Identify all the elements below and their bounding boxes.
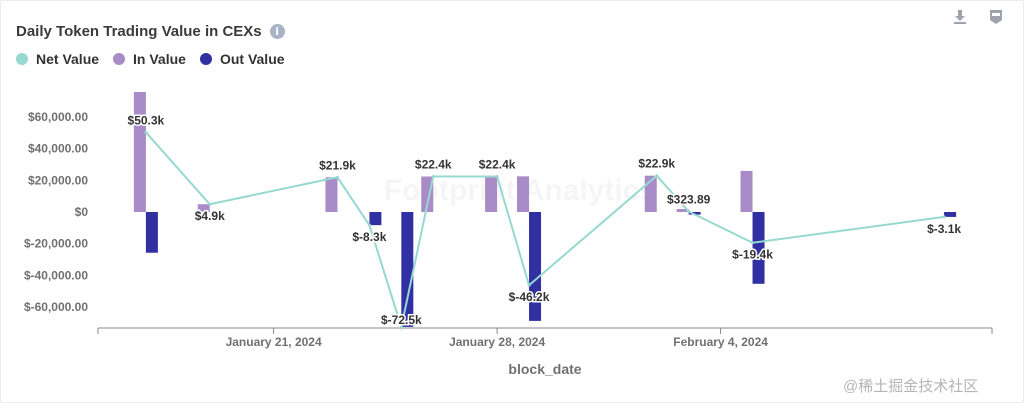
watermark-text: @稀土掘金技术社区 [843,378,979,395]
download-icon[interactable] [951,8,969,26]
legend-item-out-value[interactable]: Out Value [199,51,285,67]
legend-dot-net-value [16,53,28,65]
legend-label-net-value: Net Value [36,51,100,67]
title-row: Daily Token Trading Value in CEXs i [16,23,285,40]
legend-label-in-value: In Value [133,51,186,67]
legend-label-out-value: Out Value [219,51,285,67]
api-icon-glyph [990,10,1002,24]
legend-item-net-value[interactable]: Net Value [16,51,99,67]
legend-item-in-value[interactable]: In Value [113,51,186,67]
download-icon-glyph [954,10,966,24]
info-icon[interactable]: i [269,24,285,39]
legend-dot-in-value [113,53,126,65]
legend-dot-out-value [199,53,212,65]
chart-title: Daily Token Trading Value in CEXs [16,23,262,40]
api-icon[interactable] [987,8,1005,26]
legend: Net Value In Value Out Value [16,51,299,67]
